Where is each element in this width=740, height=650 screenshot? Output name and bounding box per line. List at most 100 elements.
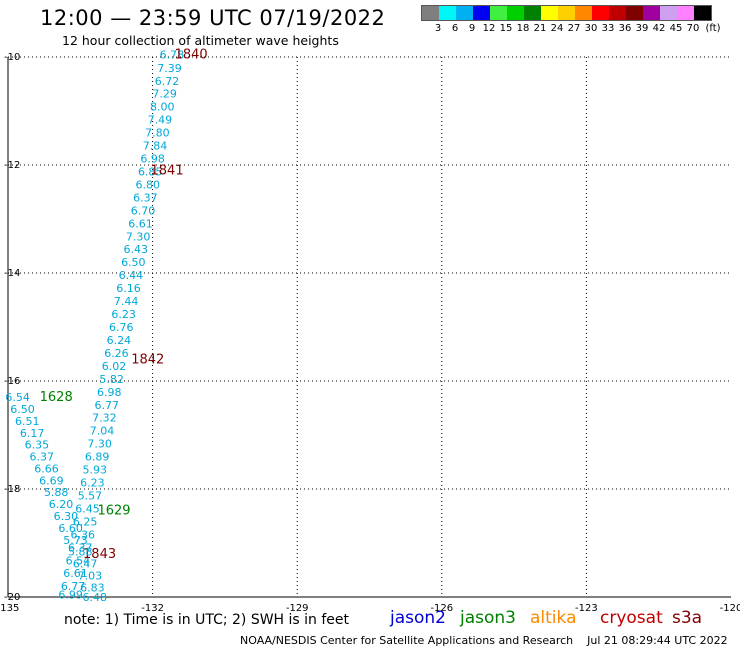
swh-value-s3a: 6.80 (136, 178, 161, 191)
legend-label: 15 (499, 23, 513, 34)
swh-value-s3a: 5.93 (83, 464, 108, 477)
swh-value-s3a: 6.37 (68, 541, 93, 554)
legend-swatch (575, 6, 592, 20)
swh-value-s3a: 6.26 (104, 347, 129, 360)
swh-value-s3a: 6.36 (70, 528, 95, 541)
legend-label: 9 (468, 23, 476, 34)
swh-value-s3a: 6.76 (109, 321, 134, 334)
swh-value-jason3: 5.73 (63, 534, 88, 547)
color-scale-legend: 3 6 9 12 15 18 21 24 27 30 33 36 39 42 45 70 (ft) (421, 5, 721, 35)
legend-label: 33 (601, 23, 615, 34)
y-tick-label: -18 (4, 484, 20, 495)
swh-value-s3a: 6.23 (111, 308, 136, 321)
chart-subtitle: 12 hour collection of altimeter wave hei… (62, 33, 339, 48)
satellite-label-s3a: s3a (672, 608, 703, 628)
swh-value-s3a: 6.54 (66, 554, 91, 567)
swh-value-s3a: 7.32 (92, 412, 117, 425)
legend-label: 27 (567, 23, 581, 34)
credit-line: NOAA/NESDIS Center for Satellite Applica… (240, 634, 728, 647)
y-tick-label: -12 (4, 160, 20, 171)
swh-value-s3a: 6.61 (128, 217, 153, 230)
legend-swatch (626, 6, 643, 20)
legend-label: 24 (550, 23, 564, 34)
swh-value-jason3: 6.51 (15, 415, 40, 428)
swh-value-s3a: 6.85 (138, 165, 163, 178)
swh-value-s3a: 7.39 (157, 62, 182, 75)
legend-label: 18 (516, 23, 530, 34)
legend-swatch (660, 6, 677, 20)
swh-value-s3a: 5.57 (78, 489, 103, 502)
swh-value-jason3: 6.83 (80, 581, 105, 594)
swh-value-s3a: 6.23 (80, 477, 105, 490)
swh-value-s3a: 6.98 (97, 386, 122, 399)
swh-value-jason3: 6.17 (20, 427, 45, 440)
x-tick-label: -135 (0, 603, 19, 614)
legend-label: 45 (669, 23, 683, 34)
time-label-s3a: 1841 (151, 163, 184, 178)
swh-value-s3a: 6.50 (121, 256, 146, 269)
legend-labels: 3 6 9 12 15 18 21 24 27 30 33 36 39 42 45 70 (ft) (421, 21, 721, 35)
legend-label: 70 (686, 23, 700, 34)
swh-value-jason3: 6.47 (73, 558, 98, 571)
y-tick-label: -16 (4, 376, 20, 387)
time-label-jason3: 1628 (40, 390, 73, 405)
swh-value-s3a: 6.70 (131, 204, 156, 217)
legend-label: 36 (618, 23, 632, 34)
x-tick-label: -120 (720, 603, 740, 614)
swh-value-s3a: 6.02 (102, 360, 127, 373)
swh-value-s3a: 6.25 (73, 515, 98, 528)
swh-value-s3a: 6.72 (155, 75, 180, 88)
legend-label: 12 (482, 23, 496, 34)
legend-swatch (677, 6, 694, 20)
swh-value-s3a: 6.89 (85, 451, 110, 464)
satellite-label-jason2: jason2 (390, 608, 446, 628)
y-tick-label: -14 (4, 268, 20, 279)
legend-swatch (524, 6, 541, 20)
swh-value-s3a: 6.61 (63, 567, 88, 580)
legend-swatch (694, 6, 711, 20)
x-tick-label: -132 (141, 603, 164, 614)
swh-value-jason3: 5.88 (68, 546, 93, 559)
swh-value-s3a: 8.00 (150, 101, 175, 114)
legend-swatch (507, 6, 524, 20)
satellite-label-altika: altika (530, 608, 577, 628)
swh-value-s3a: 6.45 (75, 502, 100, 515)
legend-swatch (558, 6, 575, 20)
legend-label: 3 (434, 23, 442, 34)
legend-label: 21 (533, 23, 547, 34)
swh-value-jason3: 6.54 (5, 391, 30, 404)
swh-value-s3a: 6.77 (61, 580, 86, 593)
swh-value-s3a: 6.99 (58, 588, 83, 601)
swh-value-s3a: 5.82 (99, 373, 124, 386)
swh-value-s3a: 6.77 (95, 399, 120, 412)
x-tick-label: -123 (575, 603, 598, 614)
time-label-s3a: 1843 (83, 547, 116, 562)
swh-value-s3a: 6.16 (116, 282, 141, 295)
legend-swatch (439, 6, 456, 20)
swh-value-s3a: 6.24 (107, 334, 132, 347)
satellite-label-cryosat: cryosat (600, 608, 663, 628)
swh-value-s3a: 7.30 (87, 438, 112, 451)
legend-unit: (ft) (705, 23, 721, 34)
legend-swatch (541, 6, 558, 20)
swh-value-s3a: 7.44 (114, 295, 139, 308)
legend-swatch (643, 6, 660, 20)
swh-value-jason3: 6.37 (29, 451, 54, 464)
swh-value-jason3: 5.88 (44, 486, 69, 499)
legend-swatch (456, 6, 473, 20)
swh-value-jason3: 6.35 (25, 439, 50, 452)
swh-value-s3a: 7.49 (148, 114, 173, 127)
swh-value-jason3: 7.03 (78, 569, 103, 582)
legend-label: 6 (451, 23, 459, 34)
footer-note: note: 1) Time is in UTC; 2) SWH is in fe… (64, 612, 350, 628)
swh-value-jason3: 6.20 (49, 498, 74, 511)
swh-value-s3a: 6.44 (119, 269, 144, 282)
legend-label: 39 (635, 23, 649, 34)
legend-swatch (490, 6, 507, 20)
swh-value-s3a: 7.30 (126, 230, 151, 243)
legend-label: 30 (584, 23, 598, 34)
legend-swatch (592, 6, 609, 20)
swh-value-jason3: 6.66 (34, 462, 59, 475)
